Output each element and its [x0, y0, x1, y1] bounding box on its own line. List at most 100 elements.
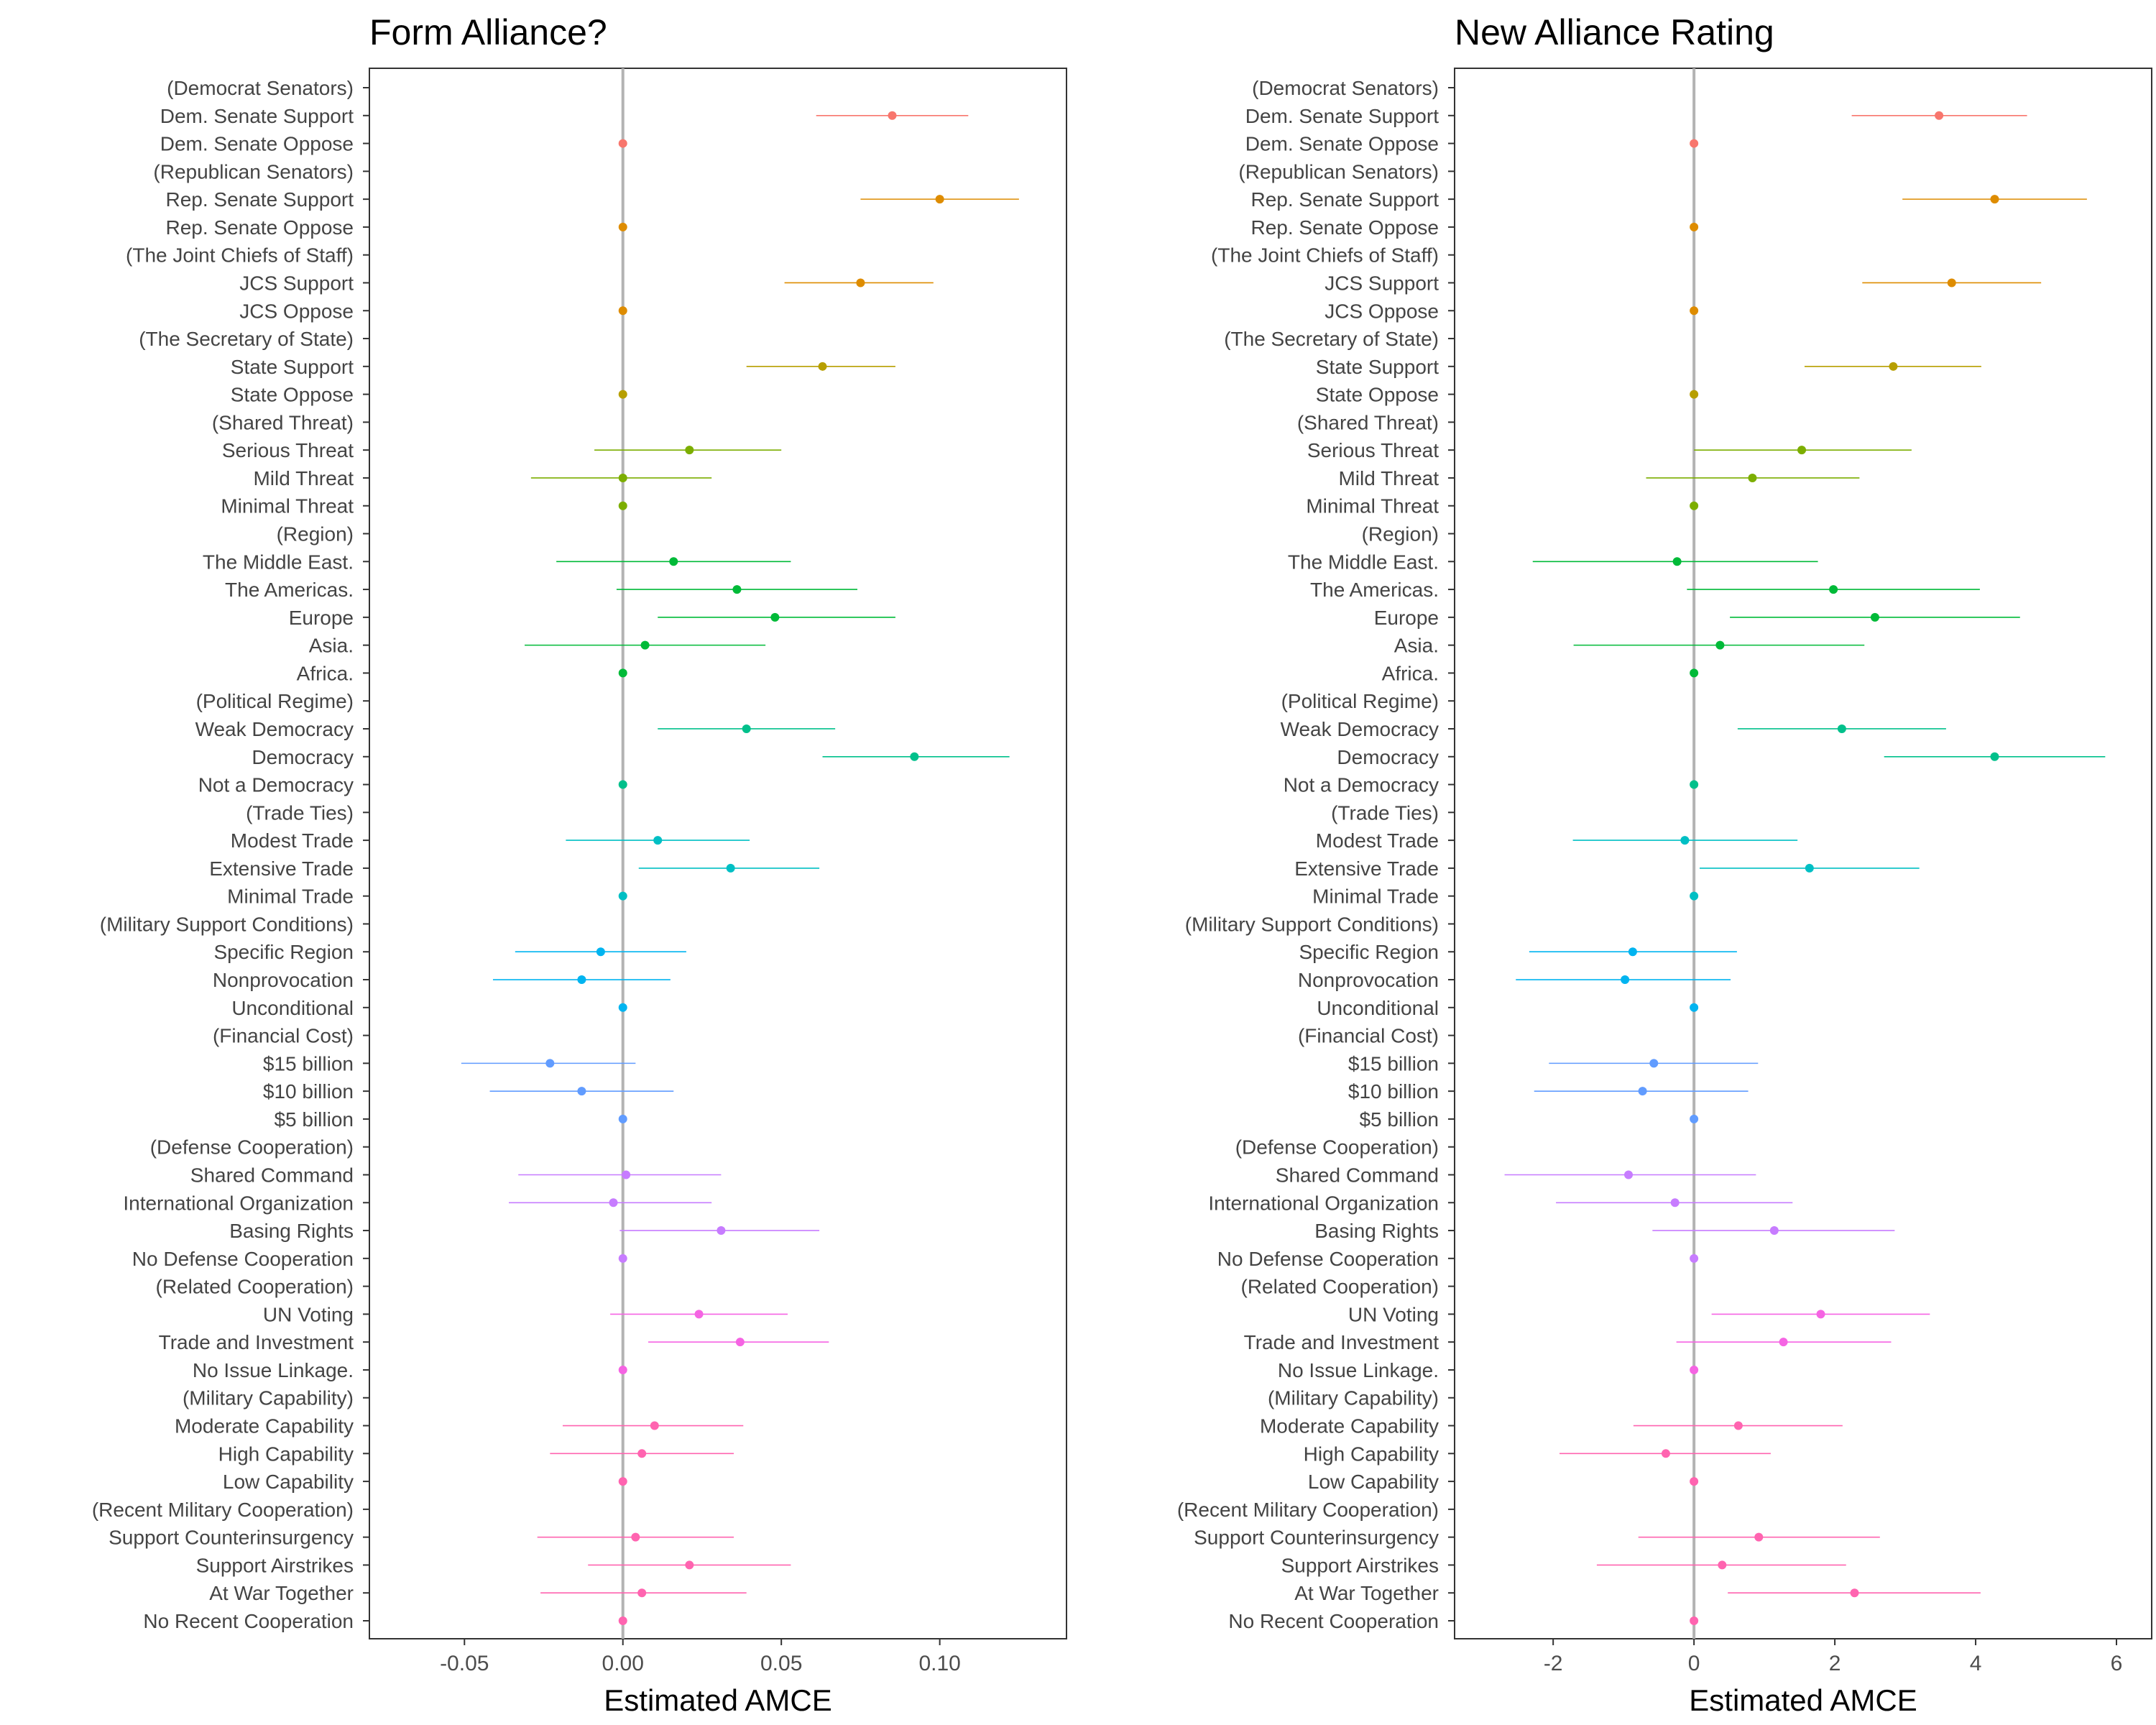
- row-label-the-secretary-of-state: (The Secretary of State): [139, 328, 354, 350]
- row-label-democracy: Democracy: [1337, 746, 1439, 768]
- point-international-organization: [1670, 1198, 1680, 1208]
- row-label-rep-senate-support: Rep. Senate Support: [1250, 188, 1439, 211]
- point-un-voting: [1816, 1310, 1825, 1319]
- point-mild-threat: [618, 473, 627, 482]
- point-low-capability: [618, 1477, 627, 1486]
- point-africa: [618, 668, 627, 678]
- row-label-moderate-capability: Moderate Capability: [175, 1415, 354, 1438]
- point-modest-trade: [1680, 836, 1690, 845]
- row-label-international-organization: International Organization: [1208, 1192, 1439, 1214]
- point-democracy: [1990, 752, 1999, 761]
- row-label-related-cooperation: (Related Cooperation): [1241, 1276, 1439, 1298]
- row-label-political-regime: (Political Regime): [196, 690, 354, 712]
- row-label-support-counterinsurgency: Support Counterinsurgency: [1194, 1527, 1439, 1549]
- row-label-5-billion: $5 billion: [1359, 1108, 1439, 1131]
- point-support-counterinsurgency: [1754, 1532, 1764, 1542]
- row-label-the-secretary-of-state: (The Secretary of State): [1224, 328, 1439, 350]
- row-label-the-joint-chiefs-of-staff: (The Joint Chiefs of Staff): [1211, 244, 1439, 267]
- row-label-modest-trade: Modest Trade: [231, 829, 354, 852]
- point-dem-senate-oppose: [618, 139, 627, 148]
- row-label-extensive-trade: Extensive Trade: [1294, 857, 1439, 880]
- x-tick-label: 0.10: [918, 1652, 960, 1675]
- row-label-specific-region: Specific Region: [213, 941, 354, 963]
- point-rep-senate-support: [1990, 195, 1999, 204]
- row-label-dem-senate-support: Dem. Senate Support: [160, 105, 354, 127]
- row-label-un-voting: UN Voting: [1348, 1303, 1439, 1325]
- point-asia: [640, 640, 650, 650]
- row-label-unconditional: Unconditional: [231, 997, 354, 1019]
- point-state-oppose: [1690, 390, 1699, 399]
- row-label-weak-democracy: Weak Democracy: [195, 718, 354, 740]
- row-label-minimal-trade: Minimal Trade: [1312, 886, 1439, 908]
- point-mild-threat: [1748, 473, 1757, 482]
- row-label-dem-senate-oppose: Dem. Senate Oppose: [1245, 133, 1439, 155]
- point-5-billion: [618, 1114, 627, 1123]
- point-the-middle-east: [669, 557, 678, 566]
- row-label-10-billion: $10 billion: [1348, 1080, 1439, 1103]
- point-state-support: [1889, 362, 1898, 371]
- row-label-high-capability: High Capability: [1304, 1443, 1439, 1465]
- point-support-airstrikes: [685, 1560, 694, 1570]
- row-label-jcs-support: JCS Support: [239, 272, 354, 294]
- row-label-republican-senators: (Republican Senators): [153, 160, 354, 183]
- point-shared-command: [622, 1170, 631, 1179]
- point-shared-command: [1624, 1170, 1634, 1179]
- point-minimal-threat: [618, 501, 627, 510]
- point-trade-and-investment: [1779, 1338, 1788, 1347]
- row-label-15-billion: $15 billion: [263, 1052, 354, 1075]
- row-label-low-capability: Low Capability: [223, 1471, 354, 1493]
- plot-frame: [1454, 68, 2152, 1639]
- row-label-at-war-together: At War Together: [209, 1582, 354, 1604]
- point-the-americas: [732, 585, 742, 594]
- row-label-region: (Region): [277, 523, 354, 546]
- row-label-trade-ties: (Trade Ties): [246, 801, 354, 824]
- row-label-jcs-oppose: JCS Oppose: [239, 300, 354, 322]
- row-label-financial-cost: (Financial Cost): [1298, 1025, 1439, 1047]
- row-label-shared-threat: (Shared Threat): [1297, 411, 1439, 433]
- point-no-defense-cooperation: [618, 1254, 627, 1263]
- point-not-a-democracy: [618, 780, 627, 789]
- row-label-the-americas: The Americas.: [225, 579, 354, 601]
- point-nonprovocation: [1621, 975, 1630, 985]
- row-label-serious-threat: Serious Threat: [1307, 439, 1439, 461]
- row-label-extensive-trade: Extensive Trade: [209, 857, 354, 880]
- point-weak-democracy: [742, 724, 751, 733]
- point-dem-senate-oppose: [1690, 139, 1699, 148]
- row-label-financial-cost: (Financial Cost): [213, 1025, 354, 1047]
- row-label-the-joint-chiefs-of-staff: (The Joint Chiefs of Staff): [126, 244, 354, 267]
- point-africa: [1690, 668, 1699, 678]
- row-label-jcs-oppose: JCS Oppose: [1325, 300, 1439, 322]
- point-weak-democracy: [1837, 724, 1846, 733]
- row-label-republican-senators: (Republican Senators): [1238, 160, 1439, 183]
- x-tick-label: -0.05: [440, 1652, 489, 1675]
- row-label-weak-democracy: Weak Democracy: [1281, 718, 1439, 740]
- row-label-serious-threat: Serious Threat: [222, 439, 354, 461]
- row-label-high-capability: High Capability: [218, 1443, 354, 1465]
- row-label-europe: Europe: [289, 607, 354, 629]
- point-at-war-together: [637, 1588, 647, 1598]
- point-minimal-trade: [618, 891, 627, 901]
- point-state-oppose: [618, 390, 627, 399]
- row-label-not-a-democracy: Not a Democracy: [198, 774, 354, 796]
- row-label-specific-region: Specific Region: [1299, 941, 1439, 963]
- row-label-region: (Region): [1362, 523, 1439, 546]
- row-label-minimal-trade: Minimal Trade: [227, 886, 354, 908]
- point-jcs-oppose: [618, 306, 627, 316]
- row-label-low-capability: Low Capability: [1308, 1471, 1439, 1493]
- x-tick-label: 0: [1688, 1652, 1700, 1675]
- row-label-political-regime: (Political Regime): [1281, 690, 1439, 712]
- row-label-mild-threat: Mild Threat: [1338, 467, 1439, 489]
- row-label-minimal-threat: Minimal Threat: [1306, 495, 1439, 518]
- point-modest-trade: [653, 836, 663, 845]
- x-tick-label: 0.05: [760, 1652, 802, 1675]
- row-label-state-support: State Support: [231, 356, 354, 378]
- row-label-not-a-democracy: Not a Democracy: [1284, 774, 1439, 796]
- row-label-defense-cooperation: (Defense Cooperation): [150, 1136, 354, 1159]
- panel-form-alliance: Form Alliance? (Democrat Senators) Dem. Se…: [92, 12, 1067, 1717]
- point-no-issue-linkage: [1690, 1365, 1699, 1374]
- row-label-military-support-conditions: (Military Support Conditions): [1185, 913, 1439, 935]
- row-label-democracy: Democracy: [252, 746, 354, 768]
- row-label-at-war-together: At War Together: [1294, 1582, 1439, 1604]
- point-moderate-capability: [1733, 1421, 1743, 1430]
